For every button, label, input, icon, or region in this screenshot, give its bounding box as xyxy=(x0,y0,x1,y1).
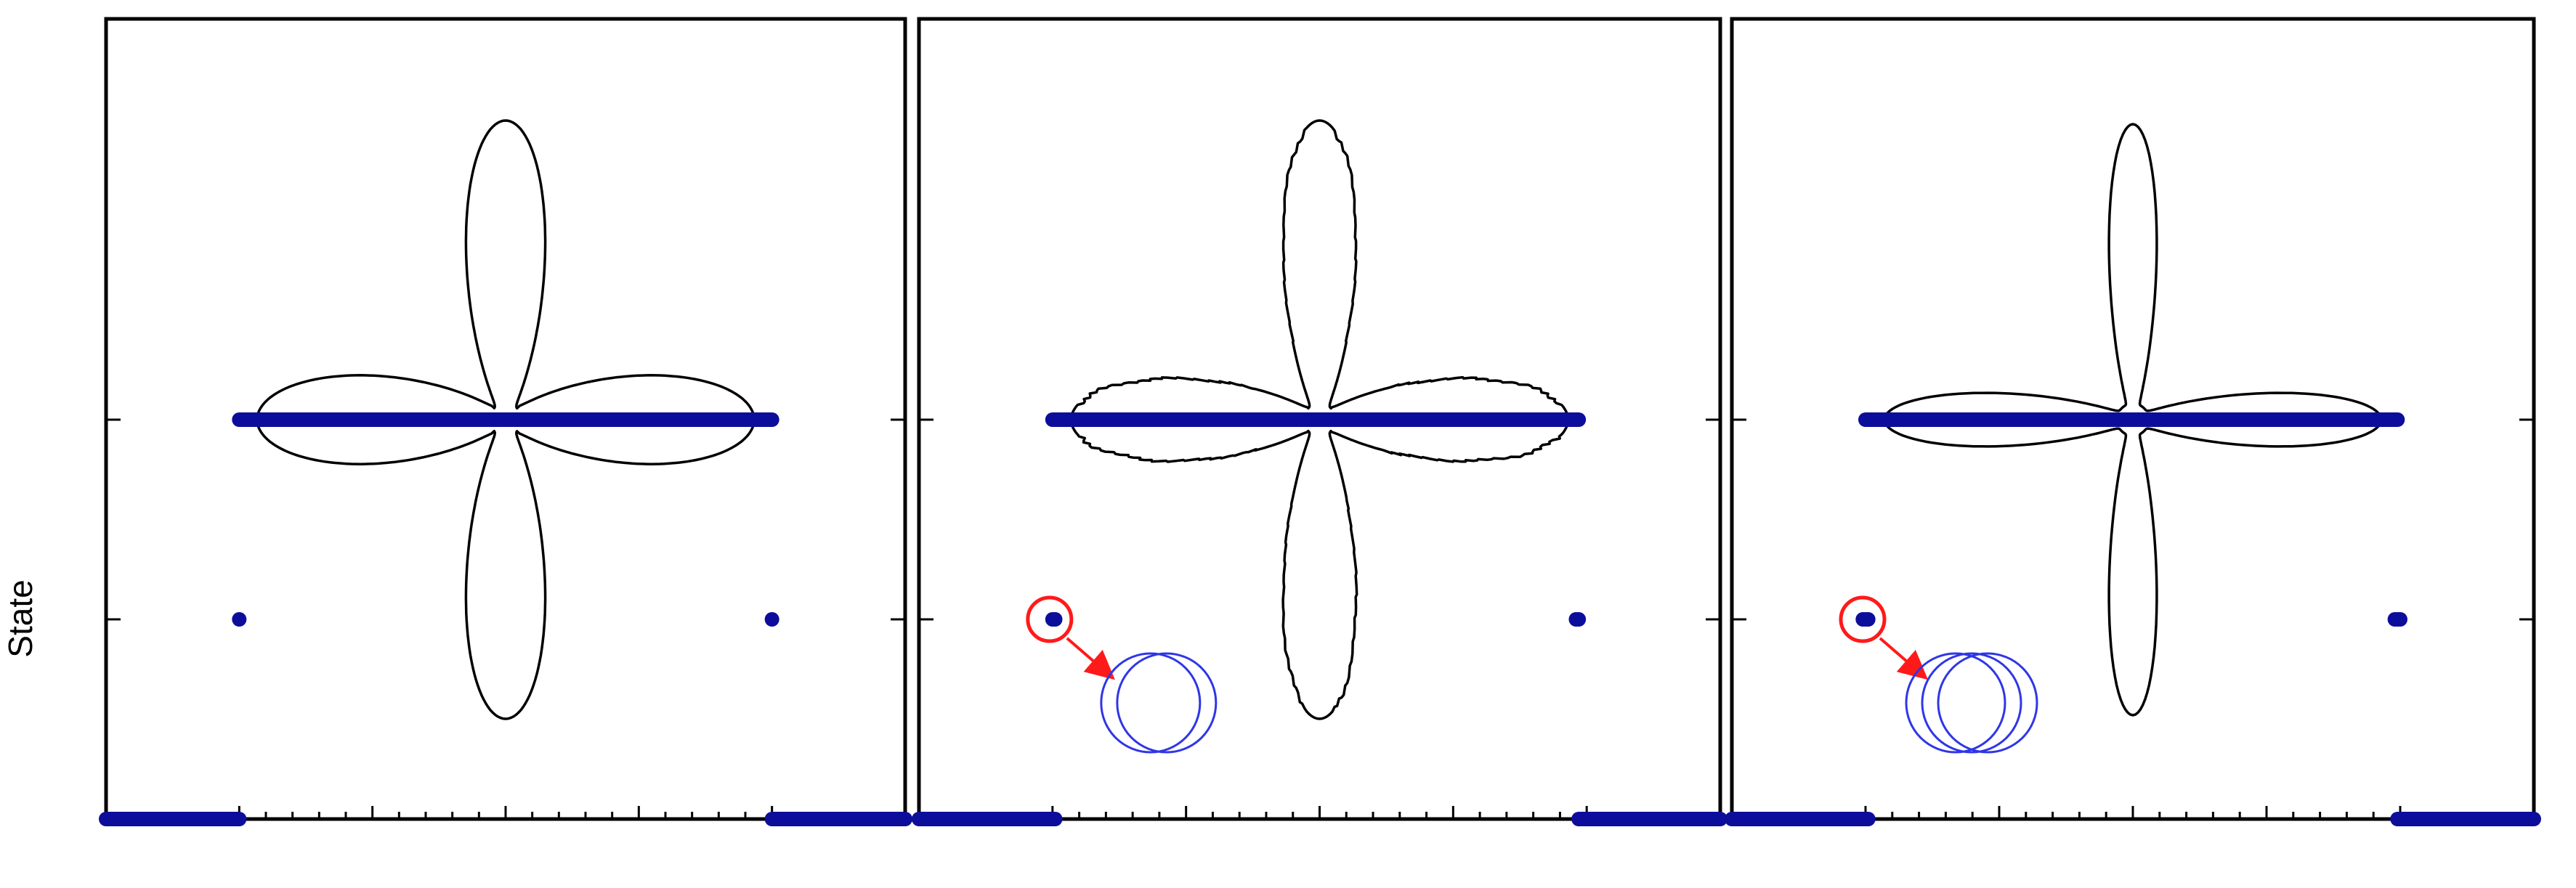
zoom-circle xyxy=(1905,652,2006,754)
zoom-circle xyxy=(1921,652,2022,754)
highlight-circle xyxy=(1026,595,1074,643)
panel-b xyxy=(912,17,1728,826)
state-point xyxy=(1048,612,1063,627)
panel-c xyxy=(1725,17,2541,826)
highlight-circle xyxy=(1839,595,1887,643)
state-point xyxy=(1860,612,1876,627)
zoom-arrow xyxy=(1879,637,1929,680)
panel-a xyxy=(99,17,912,826)
y-axis-title: State xyxy=(1,579,39,657)
zoom-circle xyxy=(1937,652,2038,754)
zoom-circle xyxy=(1116,652,1218,754)
state-point xyxy=(2393,612,2407,627)
panels xyxy=(99,17,2541,826)
zoom-arrow xyxy=(1066,637,1115,680)
state-point xyxy=(1571,612,1587,627)
y-axis-title-group: State xyxy=(1,579,39,657)
state-point xyxy=(764,612,779,627)
state-point xyxy=(232,612,247,627)
zoom-circle xyxy=(1100,652,1202,754)
